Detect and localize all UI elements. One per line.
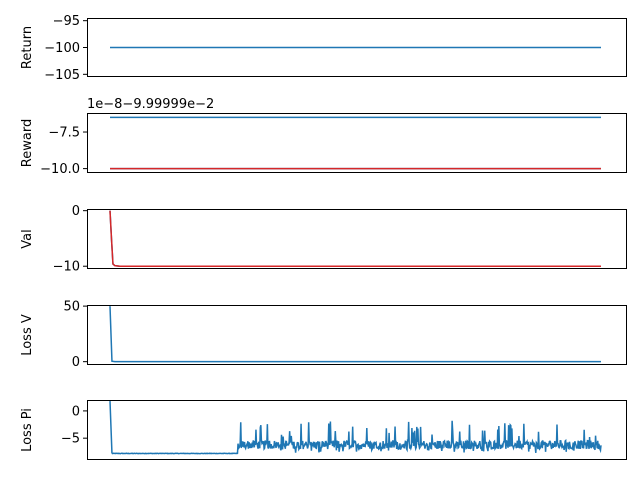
loss-pi-series-line-0 — [109, 401, 602, 455]
return-panel: −95 −100 −105 Return — [20, 14, 627, 83]
loss-v-ytick-label: 0 — [72, 355, 80, 370]
loss-v-ytick-label: 50 — [63, 300, 80, 315]
loss-v-plot-area — [109, 306, 601, 363]
loss-pi-panel: 0 −5 Loss Pi — [20, 400, 627, 460]
return-axes-frame — [87, 18, 627, 77]
loss-v-panel: 50 0 Loss V — [20, 300, 627, 370]
reward-plot-area — [110, 116, 601, 170]
return-ylabel: Return — [20, 26, 35, 69]
loss-v-series-line-0 — [109, 306, 601, 363]
loss-pi-axes-frame — [87, 400, 627, 460]
loss-v-axes-frame — [87, 305, 627, 365]
reward-ylabel: Reward — [20, 119, 35, 167]
reward-offset-text: 1e−8−9.99999e−2 — [87, 97, 214, 112]
reward-axes-frame — [87, 113, 627, 173]
return-ytick-label: −100 — [44, 41, 80, 56]
val-ytick-label: 0 — [72, 204, 80, 219]
reward-ytick-label: −10.0 — [40, 162, 80, 177]
return-ytick-label: −105 — [44, 68, 80, 83]
loss-pi-ylabel: Loss Pi — [20, 408, 35, 452]
val-ytick-label: −10 — [53, 260, 80, 275]
reward-panel: −7.5 −10.0 Reward 1e−8−9.99999e−2 — [20, 97, 627, 177]
val-plot-area — [109, 210, 601, 267]
loss-pi-ytick-label: 0 — [72, 404, 80, 419]
val-panel: 0 −10 Val — [20, 204, 627, 275]
val-series-line-0 — [109, 210, 601, 267]
return-ytick-label: −95 — [53, 14, 80, 29]
loss-pi-ytick-label: −5 — [61, 432, 80, 447]
reward-ytick-label: −7.5 — [48, 126, 80, 141]
loss-pi-plot-area — [109, 401, 602, 455]
val-axes-frame — [87, 209, 627, 269]
val-ylabel: Val — [20, 229, 35, 248]
loss-v-ylabel: Loss V — [20, 314, 35, 356]
val-series-line-1 — [109, 210, 601, 267]
